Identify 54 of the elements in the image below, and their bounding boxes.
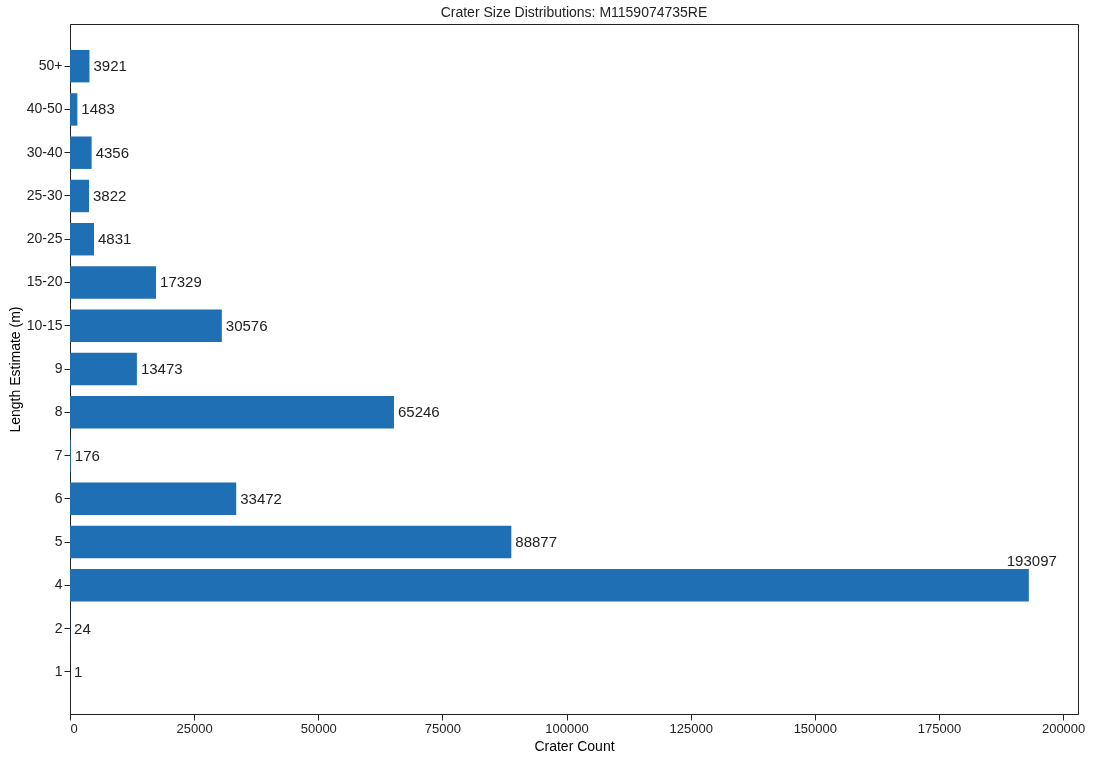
bar bbox=[70, 223, 94, 256]
chart-title: Crater Size Distributions: M1159074735RE bbox=[440, 4, 708, 20]
y-tick-label: 15-20 bbox=[26, 273, 63, 290]
bar bbox=[70, 309, 222, 342]
y-tick-label: 9 bbox=[54, 360, 63, 376]
data-label: 1483 bbox=[81, 100, 115, 118]
x-tick-label: 200000 bbox=[1041, 720, 1086, 736]
x-axis-title: Crater Count bbox=[534, 737, 615, 754]
data-label: 65246 bbox=[397, 403, 440, 421]
x-tick-label: 175000 bbox=[917, 720, 962, 736]
bar bbox=[70, 396, 394, 429]
y-tick-label: 20-25 bbox=[26, 230, 63, 247]
y-tick-label: 10-15 bbox=[26, 316, 63, 333]
y-tick-label: 8 bbox=[54, 403, 63, 420]
x-tick-label: 100000 bbox=[545, 720, 589, 736]
y-tick-label: 25-30 bbox=[26, 186, 63, 203]
y-tick-label: 30-40 bbox=[26, 143, 63, 160]
x-tick-label: 125000 bbox=[669, 720, 713, 736]
data-label: 17329 bbox=[160, 273, 202, 291]
y-tick-label: 5 bbox=[54, 533, 63, 550]
x-tick-label: 150000 bbox=[793, 720, 838, 736]
data-label: 3921 bbox=[93, 57, 127, 75]
y-axis-title: Length Estimate (m) bbox=[6, 306, 23, 433]
bar bbox=[70, 525, 512, 559]
data-label: 1 bbox=[74, 662, 83, 680]
y-tick-label: 40-50 bbox=[26, 100, 63, 117]
data-label: 3822 bbox=[92, 186, 127, 204]
bar bbox=[70, 482, 237, 515]
bar bbox=[70, 93, 78, 126]
data-label: 33472 bbox=[240, 489, 282, 507]
y-tick-label: 7 bbox=[54, 446, 63, 463]
data-label: 193097 bbox=[1006, 552, 1057, 570]
y-tick-label: 4 bbox=[54, 576, 63, 593]
bar bbox=[70, 49, 90, 83]
y-tick-label: 50+ bbox=[38, 57, 63, 74]
x-tick-label: 0 bbox=[70, 720, 78, 736]
bar bbox=[70, 266, 157, 299]
bar bbox=[70, 352, 137, 386]
y-tick-label: 2 bbox=[54, 619, 63, 636]
bar bbox=[70, 179, 89, 213]
x-tick-label: 50000 bbox=[300, 720, 337, 736]
bar bbox=[70, 136, 92, 169]
bar bbox=[70, 569, 1029, 602]
data-label: 24 bbox=[74, 619, 91, 637]
data-label: 4831 bbox=[97, 230, 132, 248]
y-tick-label: 1 bbox=[54, 662, 63, 679]
x-tick-label: 75000 bbox=[424, 720, 461, 736]
data-label: 4356 bbox=[95, 143, 129, 161]
x-tick-label: 25000 bbox=[176, 720, 213, 736]
data-label: 176 bbox=[74, 446, 100, 464]
data-label: 13473 bbox=[140, 360, 183, 377]
y-tick-label: 6 bbox=[54, 489, 63, 506]
data-label: 30576 bbox=[225, 316, 268, 334]
data-label: 88877 bbox=[515, 533, 558, 551]
